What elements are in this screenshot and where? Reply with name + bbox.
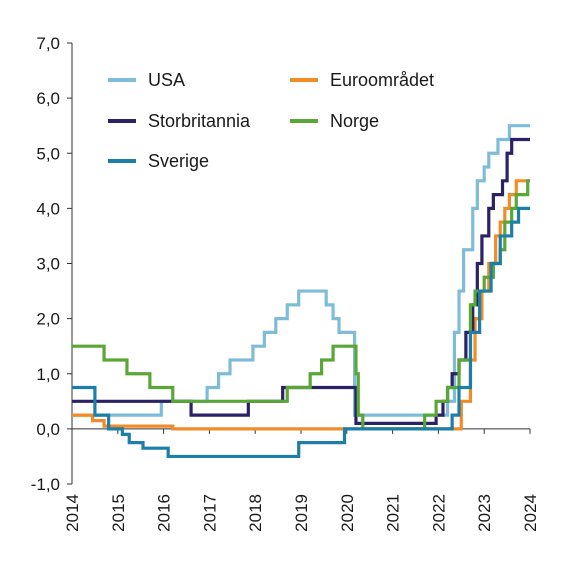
- series-line-norge: [72, 179, 530, 431]
- x-tick-label: 2024: [521, 494, 540, 532]
- legend-item-usa: USA: [108, 70, 185, 90]
- x-tick-label: 2017: [200, 494, 219, 532]
- x-tick-label: 2016: [155, 494, 174, 532]
- series-line-sverige: [72, 206, 530, 459]
- x-tick-label: 2022: [429, 494, 448, 532]
- x-tick-label: 2020: [338, 494, 357, 532]
- series-line-storbritannia: [72, 137, 530, 425]
- y-tick-label: -1,0: [31, 475, 60, 494]
- legend-item-euroomr-det: Euroområdet: [290, 70, 434, 90]
- legend-label: Sverige: [148, 151, 209, 171]
- y-axis-tick-labels: -1,0 0,0 1,0 2,0 3,0 4,0 5,0 6,0 7,0: [31, 34, 60, 494]
- y-tick-label: 4,0: [36, 199, 60, 218]
- y-tick-label: 7,0: [36, 34, 60, 53]
- x-tick-label: 2019: [292, 494, 311, 532]
- legend-item-storbritannia: Storbritannia: [108, 111, 251, 131]
- x-tick-label: 2018: [246, 494, 265, 532]
- x-tick-label: 2014: [63, 494, 82, 532]
- y-tick-label: 1,0: [36, 365, 60, 384]
- legend-item-norge: Norge: [290, 111, 379, 131]
- legend-label: Euroområdet: [330, 70, 434, 90]
- legend-label: Storbritannia: [148, 111, 251, 131]
- y-tick-label: 5,0: [36, 144, 60, 163]
- y-tick-label: 2,0: [36, 310, 60, 329]
- series-line-usa: [72, 124, 530, 417]
- legend-item-sverige: Sverige: [108, 151, 209, 171]
- legend-label: USA: [148, 70, 185, 90]
- y-tick-label: 0,0: [36, 420, 60, 439]
- y-tick-label: 6,0: [36, 89, 60, 108]
- y-tick-label: 3,0: [36, 255, 60, 274]
- x-tick-label: 2015: [109, 494, 128, 532]
- x-tick-label: 2021: [384, 494, 403, 532]
- series-lines: [72, 124, 530, 459]
- series-line-euroomr-det: [72, 179, 530, 431]
- legend-label: Norge: [330, 111, 379, 131]
- x-tick-label: 2023: [475, 494, 494, 532]
- x-axis-tick-labels: 2014 2015 2016 2017 2018 2019 2020 2021 2022 2023…: [63, 494, 540, 532]
- legend: USA Euroområdet Storbritannia Norge Sverige: [108, 70, 434, 171]
